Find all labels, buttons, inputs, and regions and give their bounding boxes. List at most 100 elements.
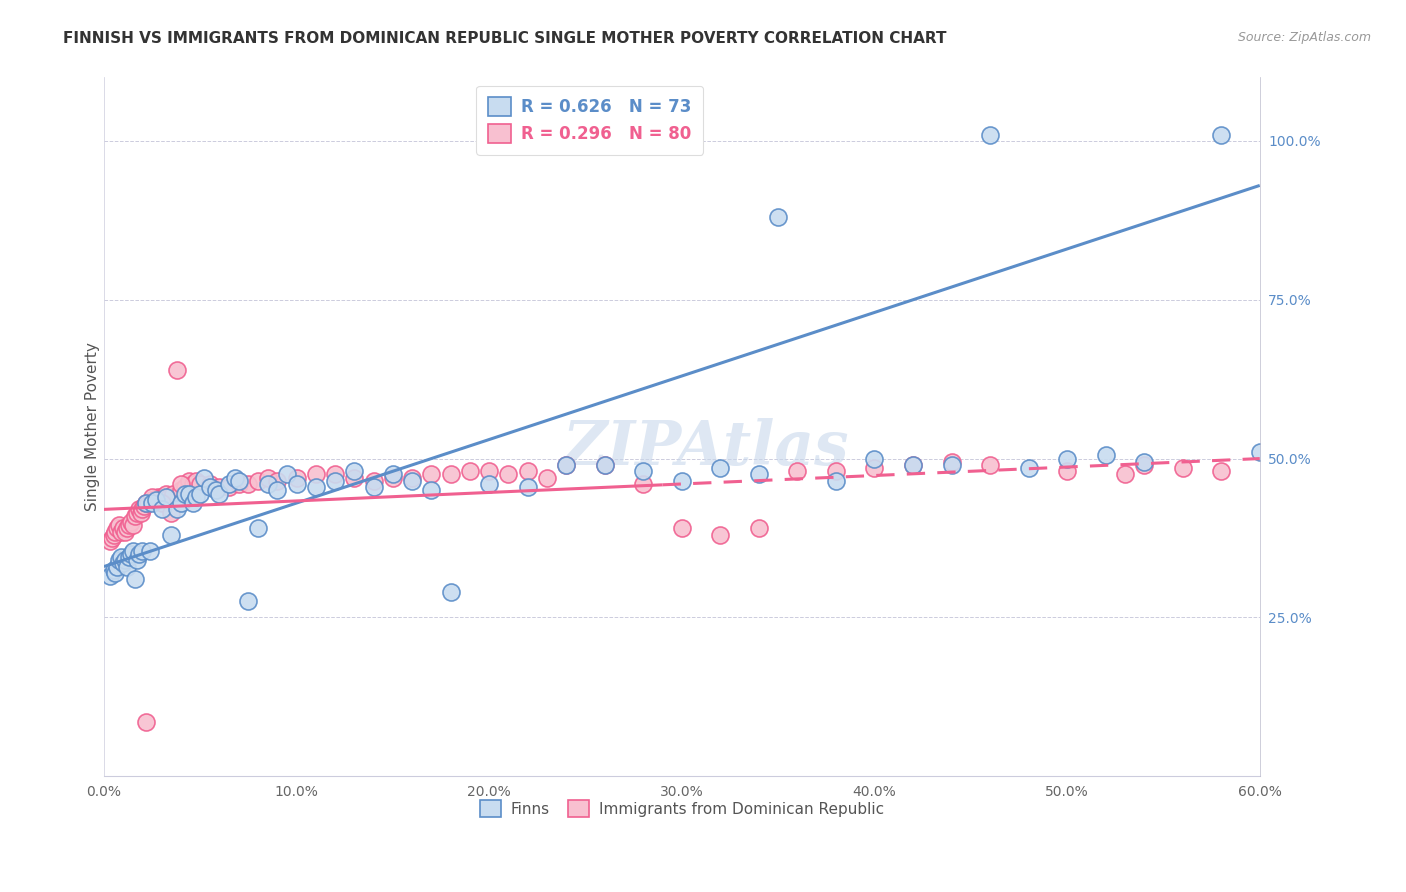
- Point: [160, 506, 183, 520]
- Point: [128, 547, 150, 561]
- Point: [228, 477, 250, 491]
- Point: [120, 547, 142, 561]
- Point: [825, 474, 848, 488]
- Point: [1211, 128, 1233, 142]
- Point: [150, 502, 173, 516]
- Point: [238, 594, 260, 608]
- Point: [188, 486, 211, 500]
- Point: [381, 467, 404, 482]
- Point: [228, 474, 250, 488]
- Point: [381, 470, 404, 484]
- Text: FINNISH VS IMMIGRANTS FROM DOMINICAN REPUBLIC SINGLE MOTHER POVERTY CORRELATION : FINNISH VS IMMIGRANTS FROM DOMINICAN REP…: [63, 31, 946, 46]
- Point: [218, 477, 240, 491]
- Point: [941, 458, 963, 472]
- Point: [146, 490, 169, 504]
- Point: [420, 467, 443, 482]
- Point: [1249, 445, 1271, 459]
- Point: [285, 470, 308, 484]
- Point: [115, 559, 138, 574]
- Point: [343, 464, 366, 478]
- Point: [256, 477, 278, 491]
- Text: Source: ZipAtlas.com: Source: ZipAtlas.com: [1237, 31, 1371, 45]
- Point: [1133, 455, 1156, 469]
- Point: [114, 553, 136, 567]
- Point: [766, 210, 789, 224]
- Y-axis label: Single Mother Poverty: Single Mother Poverty: [86, 343, 100, 511]
- Point: [748, 467, 770, 482]
- Point: [536, 470, 558, 484]
- Point: [139, 543, 162, 558]
- Point: [633, 477, 655, 491]
- Point: [208, 486, 231, 500]
- Point: [478, 464, 501, 478]
- Point: [266, 474, 288, 488]
- Point: [198, 477, 221, 491]
- Point: [186, 490, 208, 504]
- Point: [128, 502, 150, 516]
- Point: [160, 528, 183, 542]
- Point: [901, 458, 924, 472]
- Point: [516, 480, 538, 494]
- Point: [671, 474, 693, 488]
- Point: [218, 480, 240, 494]
- Point: [98, 569, 121, 583]
- Point: [901, 458, 924, 472]
- Point: [198, 480, 221, 494]
- Point: [633, 464, 655, 478]
- Point: [193, 470, 215, 484]
- Point: [125, 553, 148, 567]
- Point: [458, 464, 481, 478]
- Point: [1286, 362, 1309, 376]
- Point: [155, 490, 177, 504]
- Point: [1018, 461, 1040, 475]
- Point: [110, 549, 132, 564]
- Point: [173, 480, 195, 494]
- Point: [709, 528, 731, 542]
- Point: [110, 524, 132, 539]
- Point: [112, 557, 135, 571]
- Point: [121, 518, 143, 533]
- Point: [173, 486, 195, 500]
- Point: [166, 502, 188, 516]
- Point: [401, 474, 423, 488]
- Point: [285, 477, 308, 491]
- Point: [100, 531, 122, 545]
- Point: [440, 585, 463, 599]
- Point: [979, 128, 1001, 142]
- Point: [150, 496, 173, 510]
- Point: [108, 553, 131, 567]
- Point: [1094, 449, 1116, 463]
- Point: [141, 496, 163, 510]
- Point: [825, 464, 848, 478]
- Point: [105, 559, 128, 574]
- Point: [266, 483, 288, 498]
- Point: [1364, 128, 1386, 142]
- Point: [105, 521, 128, 535]
- Point: [305, 467, 328, 482]
- Point: [420, 483, 443, 498]
- Point: [1171, 461, 1194, 475]
- Point: [129, 506, 152, 520]
- Point: [343, 470, 366, 484]
- Point: [103, 563, 125, 577]
- Point: [498, 467, 520, 482]
- Point: [188, 477, 211, 491]
- Point: [118, 518, 141, 533]
- Point: [125, 506, 148, 520]
- Point: [118, 549, 141, 564]
- Point: [863, 451, 886, 466]
- Point: [155, 486, 177, 500]
- Point: [516, 464, 538, 478]
- Point: [114, 524, 136, 539]
- Point: [177, 486, 200, 500]
- Point: [671, 521, 693, 535]
- Point: [555, 458, 578, 472]
- Point: [134, 499, 156, 513]
- Point: [276, 467, 298, 482]
- Point: [224, 470, 246, 484]
- Point: [363, 480, 385, 494]
- Point: [323, 474, 346, 488]
- Point: [709, 461, 731, 475]
- Point: [180, 490, 202, 504]
- Point: [112, 521, 135, 535]
